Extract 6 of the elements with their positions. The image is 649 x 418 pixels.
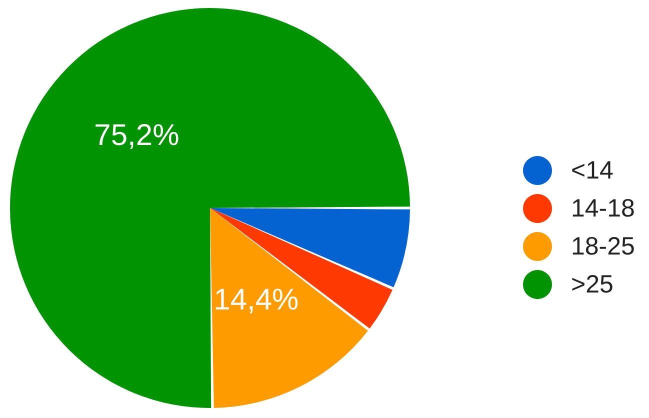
data-label: 75,2% [94,119,180,152]
legend-label: >25 [571,270,614,298]
legend-label: 14-18 [571,194,635,222]
data-label: 14,4% [214,284,299,317]
legend-label: <14 [571,156,614,184]
legend-label: 18-25 [571,232,635,260]
